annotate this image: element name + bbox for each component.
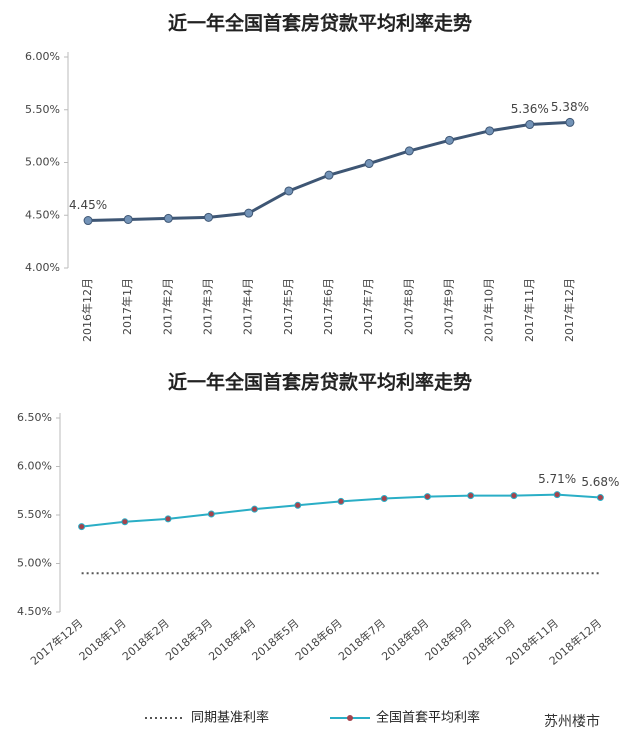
y-tick-label: 6.00% [25,50,60,63]
x-tick-label: 2017年8月 [401,278,415,335]
x-tick-label: 2017年5月 [281,278,295,335]
marker [121,518,129,526]
marker [164,515,172,523]
y-tick-label: 5.50% [25,103,60,116]
marker [324,170,334,180]
y-tick-label: 4.50% [25,208,60,221]
y-tick-label: 5.00% [25,156,60,169]
marker [207,510,215,518]
marker [596,494,604,502]
marker [565,117,575,127]
x-tick-label: 2017年7月 [361,278,375,335]
marker [423,493,431,501]
data-label: 5.68% [581,475,619,489]
data-label: 4.45% [69,198,107,212]
marker [123,214,133,224]
chart-title: 近一年全国首套房贷款平均利率走势 [168,371,472,394]
data-label: 5.38% [551,100,589,114]
x-tick-label: 2017年4月 [241,278,255,335]
x-tick-label: 2017年2月 [160,278,174,335]
marker [467,492,475,500]
legend-label: 同期基准利率 [191,710,269,726]
marker [244,208,254,218]
marker [337,497,345,505]
y-tick-label: 6.50% [17,411,52,424]
marker [404,146,414,156]
data-label: 5.36% [511,102,549,116]
x-tick-label: 2017年11月 [522,278,536,342]
y-tick-label: 4.50% [17,605,52,618]
y-tick-label: 4.00% [25,261,60,274]
marker [251,505,259,513]
marker [444,135,454,145]
marker [204,212,214,222]
x-tick-label: 2017年6月 [321,278,335,335]
legend-label: 全国首套平均利率 [376,710,480,726]
data-label: 5.71% [538,472,576,486]
marker [284,186,294,196]
x-tick-label: 2017年9月 [441,278,455,335]
marker [83,216,93,226]
y-tick-label: 5.00% [17,557,52,570]
marker [364,159,374,169]
chart-title: 近一年全国首套房贷款平均利率走势 [168,12,472,35]
marker [510,492,518,500]
y-tick-label: 5.50% [17,508,52,521]
x-tick-label: 2017年3月 [201,278,215,335]
marker [380,495,388,503]
x-tick-label: 2017年1月 [120,278,134,335]
x-tick-label: 2017年10月 [482,278,496,342]
y-tick-label: 6.00% [17,460,52,473]
marker [294,501,302,509]
marker [78,523,86,531]
x-tick-label: 2017年12月 [562,278,576,342]
legend-marker [347,715,353,721]
marker [525,120,535,130]
marker [485,126,495,136]
footer: 苏州楼市 [544,713,600,730]
marker [553,491,561,499]
marker [163,213,173,223]
x-tick-label: 2016年12月 [80,278,94,342]
